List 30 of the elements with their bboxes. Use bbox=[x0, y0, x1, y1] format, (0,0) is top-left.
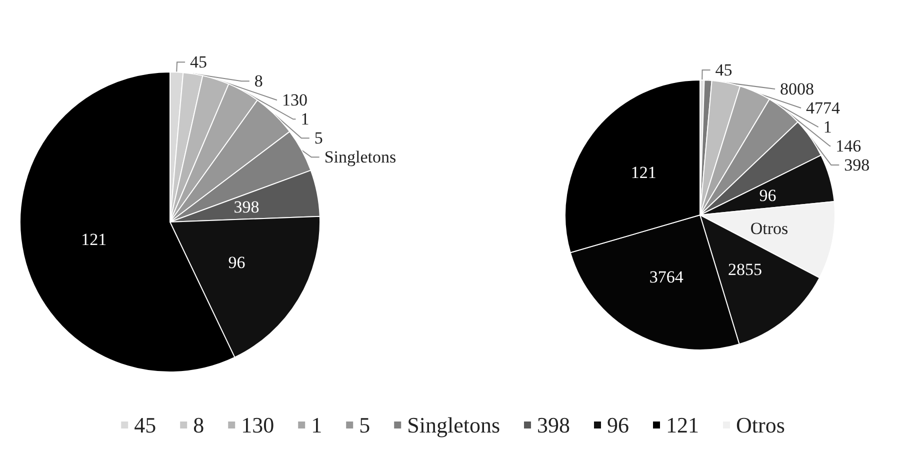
legend-label: 96 bbox=[607, 412, 630, 438]
slice-label: 8008 bbox=[780, 80, 814, 99]
legend-label: 1 bbox=[311, 412, 322, 438]
legend-label: 130 bbox=[241, 412, 274, 438]
slice-label: Otros bbox=[750, 218, 788, 238]
slice-label: 45 bbox=[190, 52, 208, 72]
legend-label: 121 bbox=[666, 412, 700, 438]
slice-label: 398 bbox=[234, 197, 260, 216]
slice-label: 96 bbox=[228, 252, 246, 272]
slice-label: 146 bbox=[836, 136, 862, 156]
slice-label: 8 bbox=[254, 72, 263, 91]
slice-label: 1 bbox=[823, 118, 832, 137]
slice-label: 121 bbox=[630, 163, 656, 182]
slice-label: 4774 bbox=[806, 98, 841, 118]
slice-label: 96 bbox=[759, 186, 776, 206]
slice-label: 121 bbox=[81, 230, 107, 249]
legend-label: Singletons bbox=[407, 412, 500, 438]
slice-label: Singletons bbox=[324, 148, 396, 167]
slice-label: 130 bbox=[282, 90, 308, 110]
legend-label: 8 bbox=[193, 412, 204, 438]
slice-label: 3764 bbox=[649, 267, 684, 286]
legend-label: 398 bbox=[537, 412, 570, 438]
legend-label: Otros bbox=[736, 412, 785, 438]
legend-label: 45 bbox=[134, 412, 156, 438]
slice-label: 1 bbox=[300, 110, 310, 129]
slice-label: 2855 bbox=[728, 260, 762, 279]
slice-label: 45 bbox=[715, 60, 732, 80]
legend-label: 5 bbox=[359, 412, 370, 438]
slice-label: 5 bbox=[314, 128, 323, 148]
slice-label: 398 bbox=[844, 156, 870, 175]
